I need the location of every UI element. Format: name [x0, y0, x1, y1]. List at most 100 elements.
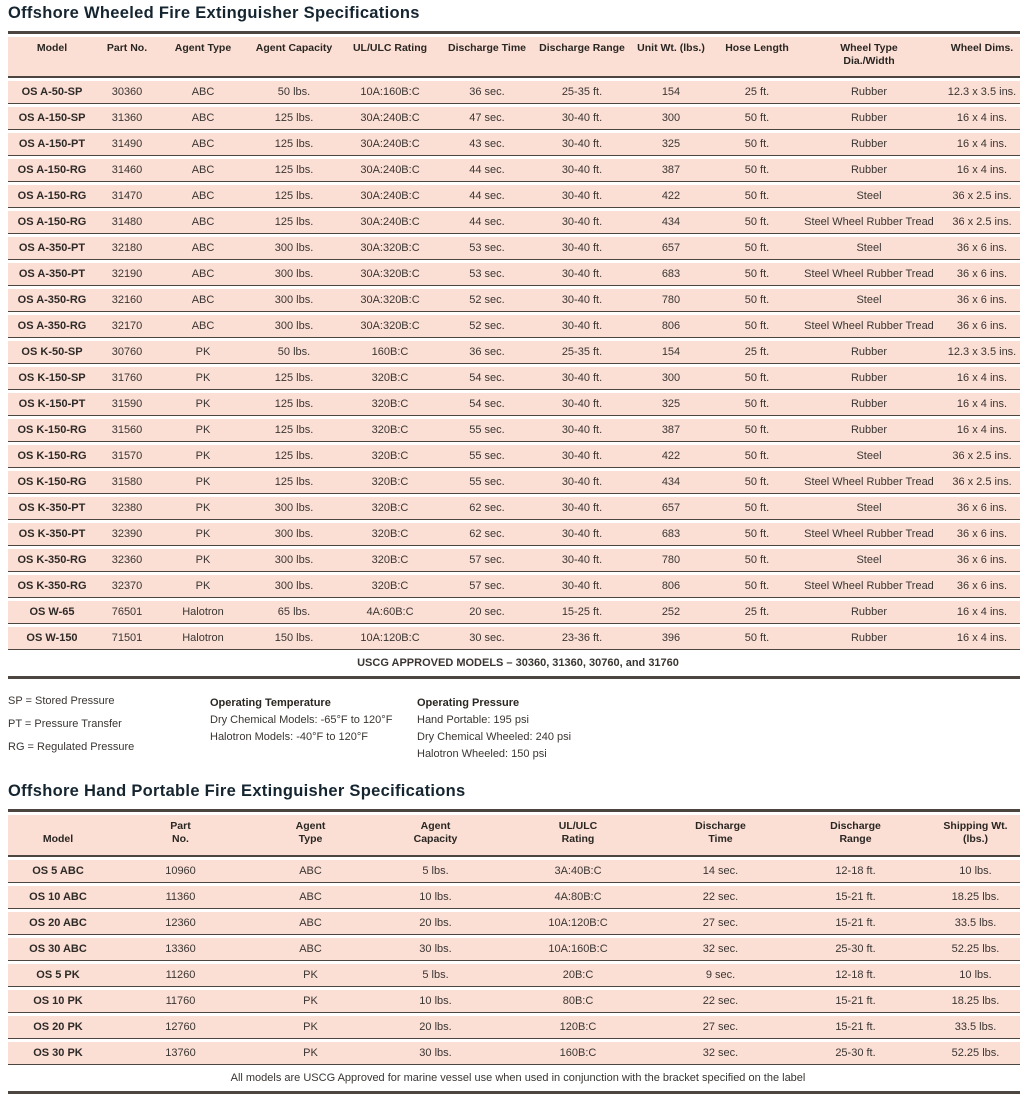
table-cell: ABC	[158, 237, 248, 261]
table-cell: 80B:C	[503, 989, 653, 1013]
table-cell: 31590	[96, 393, 158, 417]
table-cell: 300 lbs.	[248, 289, 340, 313]
table-cell: 325	[630, 133, 712, 157]
table-cell: 30-40 ft.	[534, 185, 630, 209]
table-cell: 36 x 6 ins.	[936, 549, 1020, 573]
model-cell: OS A-350-PT	[8, 237, 96, 261]
table-cell: 30-40 ft.	[534, 523, 630, 547]
temp-line-halotron: Halotron Models: -40°F to 120°F	[210, 731, 368, 744]
table-cell: 780	[630, 289, 712, 313]
table-cell: 50 ft.	[712, 107, 802, 131]
table-cell: 10A:120B:C	[340, 627, 440, 651]
model-cell: OS A-150-RG	[8, 211, 96, 235]
table-cell: 300 lbs.	[248, 549, 340, 573]
table-cell: 320B:C	[340, 393, 440, 417]
model-cell: OS A-350-RG	[8, 315, 96, 339]
model-cell: OS K-350-PT	[8, 497, 96, 521]
table-cell: 125 lbs.	[248, 419, 340, 443]
table-cell: 806	[630, 575, 712, 599]
table-cell: 30A:240B:C	[340, 185, 440, 209]
table-cell: 11260	[108, 963, 253, 987]
table-cell: ABC	[253, 937, 368, 961]
table-cell: 44 sec.	[440, 185, 534, 209]
table-cell: 683	[630, 523, 712, 547]
table-cell: 30-40 ft.	[534, 419, 630, 443]
table-cell: 62 sec.	[440, 497, 534, 521]
table-cell: 434	[630, 471, 712, 495]
table-cell: 10 lbs.	[368, 885, 503, 909]
table-cell: 30A:320B:C	[340, 237, 440, 261]
table-cell: 65 lbs.	[248, 601, 340, 625]
table-cell: PK	[158, 393, 248, 417]
temp-line-dry-chemical: Dry Chemical Models: -65°F to 120°F	[210, 714, 393, 727]
wheeled-table-footer: USCG APPROVED MODELS – 30360, 31360, 307…	[8, 653, 1020, 674]
table-cell: 31490	[96, 133, 158, 157]
table-cell: Steel Wheel Rubber Tread	[802, 315, 936, 339]
table-cell: 12.3 x 3.5 ins.	[936, 341, 1020, 365]
col-header-discharge-range: Discharge Range	[534, 37, 630, 79]
col-header-shipping-wt: Shipping Wt. (lbs.)	[923, 815, 1020, 857]
table-cell: 31570	[96, 445, 158, 469]
model-cell: OS A-350-PT	[8, 263, 96, 287]
table-row: OS A-150-SP 31360 ABC 125 lbs. 30A:240B:C 47 …	[8, 107, 1020, 131]
model-cell: OS 5 ABC	[8, 859, 108, 883]
table-cell: 422	[630, 445, 712, 469]
table-cell: PK	[253, 1015, 368, 1039]
table-cell: 22 sec.	[653, 885, 788, 909]
table-cell: 387	[630, 159, 712, 183]
table-cell: 22 sec.	[653, 989, 788, 1013]
table-cell: 12.3 x 3.5 ins.	[936, 81, 1020, 105]
table-cell: 53 sec.	[440, 237, 534, 261]
table-cell: 52.25 lbs.	[923, 1041, 1020, 1065]
table-cell: Steel	[802, 549, 936, 573]
table-row: OS K-350-PT 32380 PK 300 lbs. 320B:C 62 sec. 3…	[8, 497, 1020, 521]
table-row: OS K-150-RG 31570 PK 125 lbs. 320B:C 55 sec. 3…	[8, 445, 1020, 469]
table-row: OS 5 ABC 10960 ABC 5 lbs. 3A:40B:C 14 sec. 12-…	[8, 859, 1020, 883]
table-cell: Rubber	[802, 419, 936, 443]
table-cell: 780	[630, 549, 712, 573]
pressure-line-hand-portable: Hand Portable: 195 psi	[417, 714, 529, 727]
table-cell: 76501	[96, 601, 158, 625]
model-cell: OS K-350-RG	[8, 549, 96, 573]
table-cell: ABC	[158, 107, 248, 131]
table-cell: 50 ft.	[712, 237, 802, 261]
table-cell: 36 x 6 ins.	[936, 289, 1020, 313]
table-row: OS A-350-PT 32190 ABC 300 lbs. 30A:320B:C 53 …	[8, 263, 1020, 287]
hand-portable-table-footer: All models are USCG Approved for marine …	[8, 1067, 1020, 1088]
table-cell: 434	[630, 211, 712, 235]
table-cell: 30A:240B:C	[340, 133, 440, 157]
table-cell: 125 lbs.	[248, 211, 340, 235]
table-cell: PK	[253, 989, 368, 1013]
table-cell: 30A:240B:C	[340, 107, 440, 131]
model-cell: OS 5 PK	[8, 963, 108, 987]
col-header-model: Model	[8, 37, 96, 79]
col-header-discharge-range: Discharge Range	[788, 815, 923, 857]
table-cell: 30A:320B:C	[340, 263, 440, 287]
table-row: OS A-150-RG 31460 ABC 125 lbs. 30A:240B:C 44 …	[8, 159, 1020, 183]
col-header-part-no: Part No.	[108, 815, 253, 857]
table-cell: 50 ft.	[712, 185, 802, 209]
col-header-model: Model	[8, 815, 108, 857]
table-cell: ABC	[158, 81, 248, 105]
table-row: OS K-350-RG 32360 PK 300 lbs. 320B:C 57 sec. 3…	[8, 549, 1020, 573]
col-header-agent-capacity: Agent Capacity	[248, 37, 340, 79]
table-cell: 320B:C	[340, 445, 440, 469]
table-cell: 300 lbs.	[248, 523, 340, 547]
header-row: Model Part No. Agent Type Agent Capacity…	[8, 37, 1020, 79]
model-cell: OS 10 ABC	[8, 885, 108, 909]
table-row: OS W-65 76501 Halotron 65 lbs. 4A:60B:C 20 se…	[8, 601, 1020, 625]
table-cell: 125 lbs.	[248, 159, 340, 183]
table-cell: 54 sec.	[440, 393, 534, 417]
table-cell: 32360	[96, 549, 158, 573]
table-cell: 125 lbs.	[248, 445, 340, 469]
table-cell: ABC	[253, 885, 368, 909]
table-cell: 30-40 ft.	[534, 471, 630, 495]
col-header-discharge-time: Discharge Time	[440, 37, 534, 79]
table-row: OS A-150-RG 31480 ABC 125 lbs. 30A:240B:C 44 …	[8, 211, 1020, 235]
table-cell: 18.25 lbs.	[923, 989, 1020, 1013]
table-cell: 150 lbs.	[248, 627, 340, 651]
table-cell: Rubber	[802, 601, 936, 625]
table-cell: 396	[630, 627, 712, 651]
hand-portable-spec-table: Model Part No. Agent Type Agent Capacity…	[8, 809, 1020, 1094]
table-cell: 15-21 ft.	[788, 989, 923, 1013]
